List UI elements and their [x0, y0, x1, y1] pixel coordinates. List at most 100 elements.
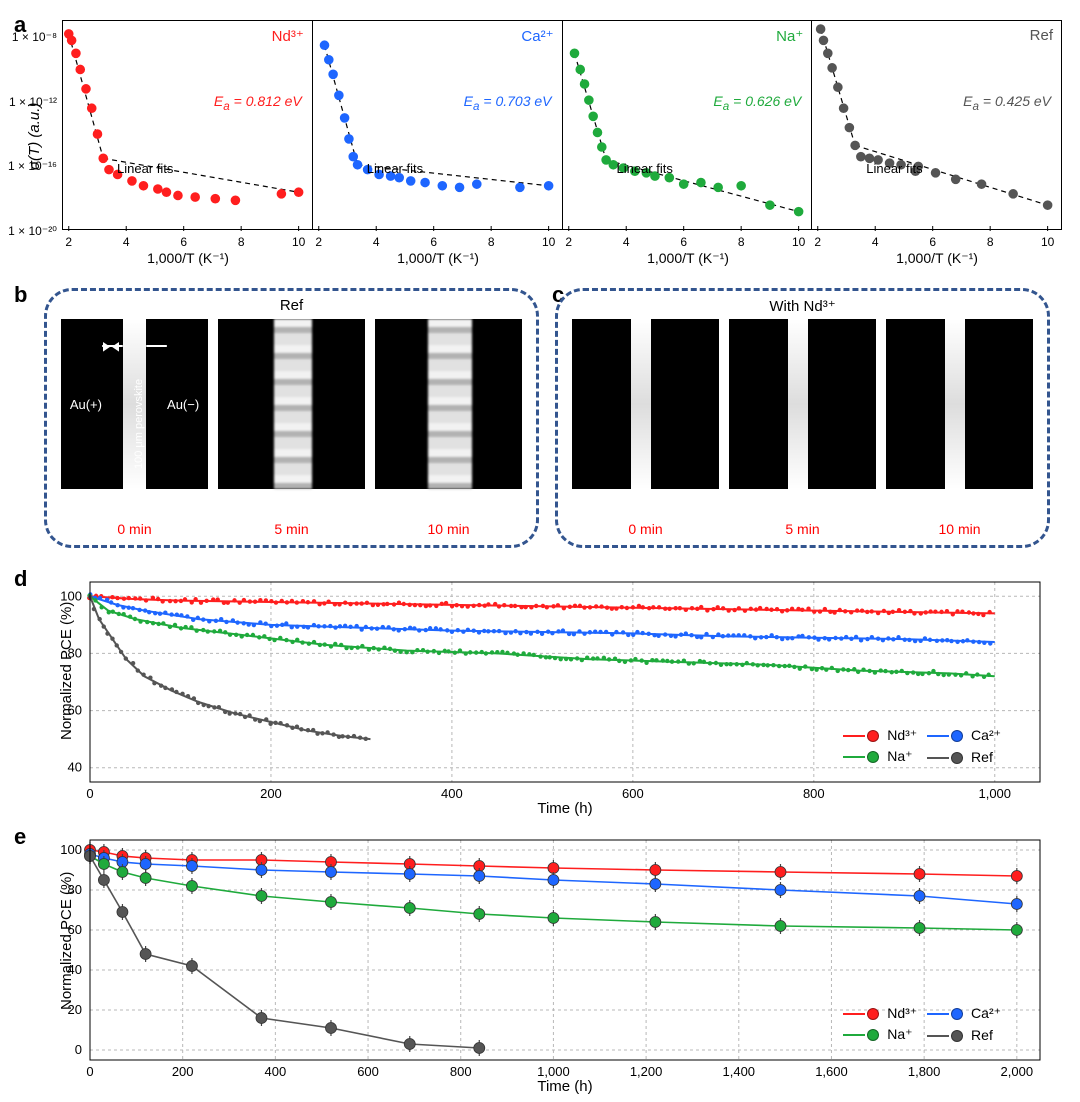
svg-text:8: 8: [987, 235, 994, 249]
svg-text:4: 4: [123, 235, 130, 249]
svg-text:8: 8: [737, 235, 744, 249]
series-label: Nd³⁺: [272, 27, 304, 45]
micrograph: [218, 319, 365, 489]
panel-bc-row: Ref Au(+) Au(−) 100 μm perovskite 0 min 5 mi…: [44, 288, 1050, 548]
svg-text:0: 0: [75, 1042, 82, 1057]
y-tick: 1 × 10⁻⁸: [3, 30, 57, 44]
au-minus-label: Au(−): [167, 397, 199, 412]
micrograph: [729, 319, 876, 489]
panel-d-y-axis-label: Normalized PCE (%): [58, 602, 75, 740]
svg-text:4: 4: [373, 235, 380, 249]
panel-d-plot: 40608010002004006008001,000 Nd³⁺ Ca²⁺ Na…: [90, 582, 1040, 782]
panel-b-box: Ref Au(+) Au(−) 100 μm perovskite 0 min 5 mi…: [44, 288, 539, 548]
svg-text:1,000/T (K⁻¹): 1,000/T (K⁻¹): [397, 250, 479, 266]
svg-text:200: 200: [260, 786, 282, 801]
linear-fit-label: Linear fits: [367, 161, 423, 176]
panel-b-title: Ref: [47, 297, 536, 314]
svg-text:80: 80: [68, 645, 82, 660]
svg-text:1,000: 1,000: [537, 1064, 570, 1079]
y-tick: 1 × 10⁻²⁰: [3, 224, 57, 238]
linear-fit-label: Linear fits: [117, 161, 173, 176]
y-tick: 1 × 10⁻¹⁶: [3, 159, 57, 173]
time-label: 5 min: [729, 521, 876, 537]
legend: Nd³⁺ Ca²⁺ Na⁺ Ref: [834, 1002, 1010, 1046]
micrograph: [375, 319, 522, 489]
figure-page: a b c d e σ(T) (a.u.) 2468101,000/T (K⁻¹…: [0, 0, 1080, 1102]
panel-d-label: d: [14, 566, 27, 592]
svg-text:600: 600: [622, 786, 644, 801]
series-label: Na⁺: [776, 27, 803, 45]
svg-text:10: 10: [292, 235, 306, 249]
time-label: 0 min: [572, 521, 719, 537]
gap-label: 100 μm perovskite: [133, 379, 145, 469]
svg-text:20: 20: [68, 1002, 82, 1017]
arrhenius-subplot-1: 2468101,000/T (K⁻¹)Ca²⁺Ea = 0.703 eVLine…: [313, 20, 563, 230]
panel-b-label: b: [14, 282, 27, 308]
svg-text:4: 4: [622, 235, 629, 249]
panel-c-box: With Nd³⁺ 0 min 5 min 10 min: [555, 288, 1050, 548]
panel-a-subplots: 2468101,000/T (K⁻¹)Nd³⁺Ea = 0.812 eVLine…: [62, 20, 1062, 230]
panel-c-title: With Nd³⁺: [558, 297, 1047, 315]
svg-text:8: 8: [238, 235, 245, 249]
panel-e-label: e: [14, 824, 26, 850]
arrow-icon: [61, 335, 208, 357]
micrograph: [886, 319, 1033, 489]
svg-text:100: 100: [60, 842, 82, 857]
svg-text:6: 6: [430, 235, 437, 249]
svg-text:1,000/T (K⁻¹): 1,000/T (K⁻¹): [896, 250, 978, 266]
svg-text:0: 0: [86, 1064, 93, 1079]
ea-label: Ea = 0.703 eV: [464, 93, 552, 113]
ea-label: Ea = 0.626 eV: [713, 93, 801, 113]
svg-text:60: 60: [68, 922, 82, 937]
arrhenius-subplot-0: 2468101,000/T (K⁻¹)Nd³⁺Ea = 0.812 eVLine…: [62, 20, 313, 230]
svg-text:0: 0: [86, 786, 93, 801]
svg-text:10: 10: [791, 235, 805, 249]
time-label: 0 min: [61, 521, 208, 537]
panel-e-plot: 02040608010002004006008001,0001,2001,400…: [90, 840, 1040, 1060]
y-tick: 1 × 10⁻¹²: [3, 95, 57, 109]
svg-text:80: 80: [68, 882, 82, 897]
panel-d-x-axis-label: Time (h): [90, 800, 1040, 817]
svg-text:100: 100: [60, 588, 82, 603]
ea-label: Ea = 0.425 eV: [963, 93, 1051, 113]
micrograph: Au(+) Au(−) 100 μm perovskite: [61, 319, 208, 489]
linear-fit-label: Linear fits: [617, 161, 673, 176]
svg-text:1,000/T (K⁻¹): 1,000/T (K⁻¹): [647, 250, 729, 266]
svg-text:8: 8: [488, 235, 495, 249]
svg-text:10: 10: [542, 235, 556, 249]
svg-text:400: 400: [265, 1064, 287, 1079]
svg-text:6: 6: [180, 235, 187, 249]
svg-text:1,000/T (K⁻¹): 1,000/T (K⁻¹): [147, 250, 229, 266]
svg-text:600: 600: [357, 1064, 379, 1079]
svg-text:1,400: 1,400: [723, 1064, 756, 1079]
time-label: 10 min: [886, 521, 1033, 537]
svg-text:4: 4: [872, 235, 879, 249]
svg-text:1,000: 1,000: [978, 786, 1011, 801]
time-label: 5 min: [218, 521, 365, 537]
linear-fit-label: Linear fits: [866, 161, 922, 176]
arrhenius-subplot-3: 2468101,000/T (K⁻¹)RefEa = 0.425 eVLinea…: [812, 20, 1062, 230]
svg-text:1,200: 1,200: [630, 1064, 663, 1079]
svg-text:6: 6: [680, 235, 687, 249]
svg-text:800: 800: [450, 1064, 472, 1079]
series-label: Ref: [1030, 27, 1053, 44]
svg-text:2,000: 2,000: [1001, 1064, 1034, 1079]
svg-text:2: 2: [815, 235, 822, 249]
svg-text:2: 2: [565, 235, 572, 249]
svg-text:200: 200: [172, 1064, 194, 1079]
time-label: 10 min: [375, 521, 522, 537]
svg-text:400: 400: [441, 786, 463, 801]
legend: Nd³⁺ Ca²⁺ Na⁺ Ref: [834, 724, 1010, 768]
svg-text:800: 800: [803, 786, 825, 801]
svg-text:60: 60: [68, 703, 82, 718]
series-label: Ca²⁺: [521, 27, 553, 45]
micrograph: [572, 319, 719, 489]
svg-text:1,600: 1,600: [815, 1064, 848, 1079]
au-plus-label: Au(+): [70, 397, 102, 412]
arrhenius-subplot-2: 2468101,000/T (K⁻¹)Na⁺Ea = 0.626 eVLinea…: [563, 20, 813, 230]
svg-text:6: 6: [930, 235, 937, 249]
svg-text:1,800: 1,800: [908, 1064, 941, 1079]
panel-e-x-axis-label: Time (h): [90, 1078, 1040, 1095]
svg-text:10: 10: [1041, 235, 1055, 249]
ea-label: Ea = 0.812 eV: [214, 93, 302, 113]
